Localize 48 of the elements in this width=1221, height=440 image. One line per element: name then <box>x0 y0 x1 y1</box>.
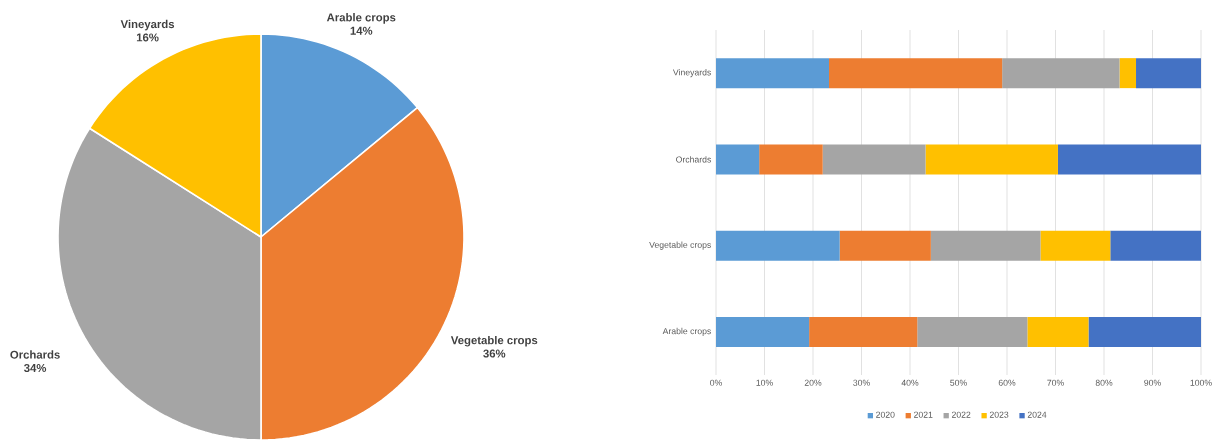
bar <box>930 230 1041 261</box>
bar <box>822 144 926 175</box>
slice-label: Orchards <box>10 350 60 359</box>
x-tick-label: 70% <box>1047 379 1064 386</box>
bar <box>917 316 1028 347</box>
bar <box>839 230 931 261</box>
bar <box>1136 58 1202 89</box>
x-tick-label: 40% <box>901 379 919 386</box>
data-label: 34% <box>24 364 47 373</box>
bar <box>716 316 810 347</box>
bar <box>1057 144 1202 175</box>
bar <box>716 58 830 89</box>
y-tick-label: Vineyards <box>672 69 711 78</box>
x-tick-label: 100% <box>1190 379 1212 386</box>
legend-label: 2024 <box>1027 411 1047 418</box>
bar <box>759 144 823 175</box>
data-label: 14% <box>350 26 373 35</box>
data-label: 36% <box>483 349 506 358</box>
legend-label: 2020 <box>876 411 895 418</box>
bar <box>1040 230 1111 261</box>
bar <box>1027 316 1089 347</box>
data-label: 16% <box>136 33 159 42</box>
legend-label: 2023 <box>989 411 1009 418</box>
x-tick-label: 60% <box>998 379 1016 386</box>
y-tick-label: Orchards <box>676 156 711 163</box>
bar <box>925 144 1058 175</box>
x-tick-label: 80% <box>1095 379 1113 386</box>
y-tick-label: Arable crops <box>662 327 711 336</box>
slice-label: Vineyards <box>120 19 175 31</box>
x-tick-label: 0% <box>710 379 722 386</box>
legend-label: 2022 <box>951 411 971 418</box>
bar <box>716 144 760 175</box>
bar <box>1088 316 1202 347</box>
x-tick-label: 30% <box>853 379 870 386</box>
x-tick-label: 50% <box>950 379 967 386</box>
bar <box>1119 58 1137 89</box>
slice-label: Arable crops <box>326 13 396 24</box>
x-tick-label: 90% <box>1144 379 1161 386</box>
y-tick-label: Vegetable crops <box>649 241 711 250</box>
bar <box>829 58 1003 89</box>
legend-label: 2021 <box>914 411 933 418</box>
x-tick-label: 20% <box>804 379 822 386</box>
bar <box>1002 58 1120 89</box>
bar <box>1110 230 1202 261</box>
x-tick-label: 10% <box>756 379 773 386</box>
slice-label: Vegetable crops <box>450 335 538 347</box>
bar <box>716 230 840 261</box>
bar <box>809 316 918 347</box>
